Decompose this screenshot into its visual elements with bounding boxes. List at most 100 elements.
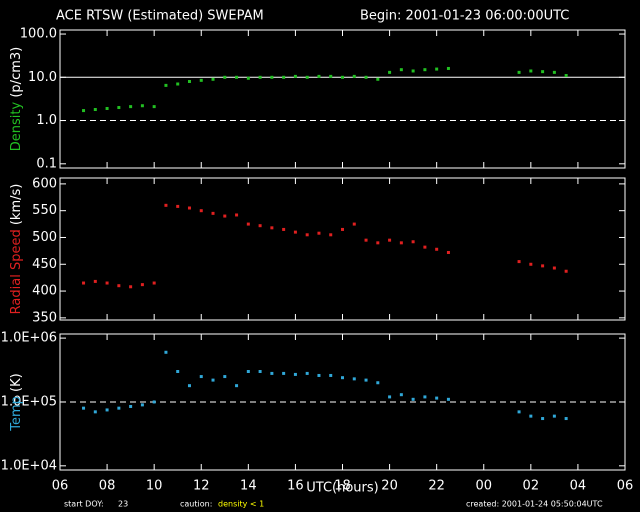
data-point [435, 247, 439, 251]
data-point [399, 241, 403, 245]
data-point [246, 370, 250, 374]
y-label-unit: (K) [9, 373, 24, 392]
data-point [305, 75, 309, 79]
data-point [129, 404, 133, 408]
data-point [187, 79, 191, 83]
data-point [564, 269, 568, 273]
data-point [423, 395, 427, 399]
data-point [270, 226, 274, 230]
data-point [187, 206, 191, 210]
data-point [93, 410, 97, 414]
data-point [258, 224, 262, 228]
data-point [446, 397, 450, 401]
data-point [258, 75, 262, 79]
data-point [305, 371, 309, 375]
data-point [211, 77, 215, 81]
data-point [82, 406, 86, 410]
data-point [564, 74, 568, 78]
x-tick-label: 14 [240, 479, 257, 494]
data-point [235, 213, 239, 217]
y-tick-label: 100.0 [20, 27, 57, 42]
y-label-name: Density [9, 101, 24, 151]
y-tick-label: 1.0E+04 [1, 458, 57, 473]
y-label-unit: (km/s) [9, 184, 24, 226]
start-doy: 23 [118, 500, 128, 509]
data-point [352, 74, 356, 78]
x-tick-label: 12 [193, 479, 210, 494]
data-point [341, 75, 344, 79]
y-tick-label: 1.0 [36, 113, 57, 128]
data-point [376, 381, 380, 385]
data-point [235, 384, 239, 388]
data-point [93, 108, 97, 112]
data-point [176, 204, 180, 208]
x-tick-label: 08 [99, 479, 116, 494]
data-point [352, 377, 356, 381]
data-point [552, 70, 556, 74]
data-point [187, 384, 191, 388]
begin-time: Begin: 2001-01-23 06:00:00UTC [360, 9, 569, 24]
data-point [140, 403, 144, 407]
data-point [411, 69, 415, 73]
data-point [541, 70, 545, 74]
data-point [541, 417, 545, 421]
data-point [329, 233, 333, 237]
data-point [152, 105, 156, 109]
data-point [199, 78, 203, 82]
x-tick-label: 06 [52, 479, 69, 494]
plot-frame [59, 177, 626, 321]
data-point [211, 211, 215, 215]
data-point [258, 370, 262, 374]
x-tick-label: 18 [334, 479, 351, 494]
data-point [364, 378, 368, 382]
x-tick-label: 20 [381, 479, 398, 494]
data-point [293, 372, 297, 376]
data-point [423, 68, 427, 72]
y-tick-label: 600 [32, 176, 57, 191]
data-point [317, 373, 321, 377]
data-point [411, 397, 415, 401]
data-point [388, 238, 392, 242]
y-label-name: Radial Speed [9, 229, 24, 314]
y-tick-label: 1.0E+06 [1, 331, 57, 346]
data-point [117, 106, 121, 110]
data-point [329, 373, 333, 377]
y-tick-label: 350 [32, 310, 57, 325]
data-point [446, 250, 450, 254]
y-axis-label: Density (p/cm3) [9, 47, 24, 151]
x-tick-label: 06 [617, 479, 634, 494]
data-point [399, 68, 403, 72]
data-point [529, 414, 533, 418]
data-point [282, 75, 286, 79]
data-point [235, 75, 239, 79]
x-tick-label: 10 [146, 479, 163, 494]
y-tick-label: 0.1 [36, 156, 57, 171]
data-point [552, 414, 556, 418]
data-point [352, 222, 356, 226]
data-point [105, 408, 109, 412]
data-point [282, 227, 286, 231]
data-point [117, 406, 121, 410]
data-point [552, 266, 556, 270]
data-point [364, 75, 368, 79]
data-point [176, 82, 180, 86]
data-point [282, 371, 286, 375]
data-point [529, 262, 533, 266]
data-point [164, 203, 168, 207]
data-point [164, 83, 168, 87]
data-point [270, 371, 274, 375]
y-tick-label: 450 [32, 257, 57, 272]
data-point [376, 241, 380, 245]
data-point [246, 76, 250, 80]
data-point [564, 417, 568, 421]
data-point [541, 264, 545, 268]
data-point [199, 375, 203, 379]
data-point [246, 222, 250, 226]
x-tick-label: 16 [287, 479, 304, 494]
data-point [117, 284, 121, 288]
x-axis-label: UTC(hours) [306, 481, 378, 496]
data-point [105, 106, 109, 110]
data-point [211, 378, 215, 382]
data-point [517, 70, 521, 74]
x-tick-label: 02 [523, 479, 540, 494]
